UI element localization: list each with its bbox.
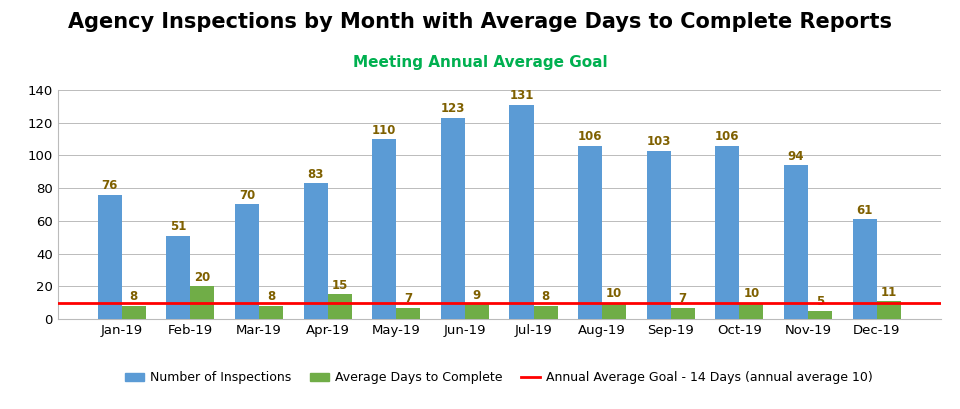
- Text: 9: 9: [472, 289, 481, 302]
- Text: 123: 123: [441, 102, 465, 115]
- Text: 20: 20: [194, 271, 210, 284]
- Bar: [578, 146, 602, 319]
- Bar: [784, 165, 808, 319]
- Text: 70: 70: [239, 189, 255, 202]
- Bar: [259, 306, 283, 319]
- Bar: [671, 308, 695, 319]
- Text: 131: 131: [510, 89, 534, 102]
- Text: 61: 61: [856, 204, 873, 217]
- Bar: [465, 304, 489, 319]
- Text: 8: 8: [130, 290, 138, 303]
- Text: 83: 83: [307, 168, 324, 181]
- Bar: [602, 303, 626, 319]
- Bar: [510, 105, 534, 319]
- Text: 8: 8: [267, 290, 276, 303]
- Bar: [372, 139, 396, 319]
- Legend: Number of Inspections, Average Days to Complete, Annual Average Goal - 14 Days (: Number of Inspections, Average Days to C…: [120, 366, 878, 389]
- Text: 106: 106: [578, 130, 602, 143]
- Text: 7: 7: [679, 292, 686, 305]
- Bar: [876, 301, 900, 319]
- Bar: [166, 236, 190, 319]
- Bar: [235, 204, 259, 319]
- Text: 94: 94: [788, 150, 804, 163]
- Bar: [534, 306, 558, 319]
- Text: 10: 10: [606, 287, 622, 300]
- Bar: [739, 303, 763, 319]
- Text: 106: 106: [715, 130, 739, 143]
- Bar: [122, 306, 146, 319]
- Text: 51: 51: [170, 220, 186, 233]
- Text: 103: 103: [647, 135, 671, 148]
- Bar: [441, 118, 465, 319]
- Bar: [396, 308, 420, 319]
- Text: 11: 11: [880, 285, 897, 299]
- Bar: [808, 311, 832, 319]
- Bar: [715, 146, 739, 319]
- Bar: [98, 195, 122, 319]
- Text: 110: 110: [372, 124, 396, 137]
- Text: 8: 8: [541, 290, 550, 303]
- Text: 76: 76: [102, 179, 118, 192]
- Text: 15: 15: [331, 279, 348, 292]
- Bar: [852, 219, 876, 319]
- Bar: [303, 183, 327, 319]
- Text: 10: 10: [743, 287, 759, 300]
- Text: Agency Inspections by Month with Average Days to Complete Reports: Agency Inspections by Month with Average…: [68, 12, 892, 32]
- Text: 5: 5: [816, 295, 824, 308]
- Text: 7: 7: [404, 292, 413, 305]
- Bar: [190, 286, 214, 319]
- Text: Meeting Annual Average Goal: Meeting Annual Average Goal: [352, 55, 608, 70]
- Bar: [647, 151, 671, 319]
- Bar: [327, 294, 351, 319]
